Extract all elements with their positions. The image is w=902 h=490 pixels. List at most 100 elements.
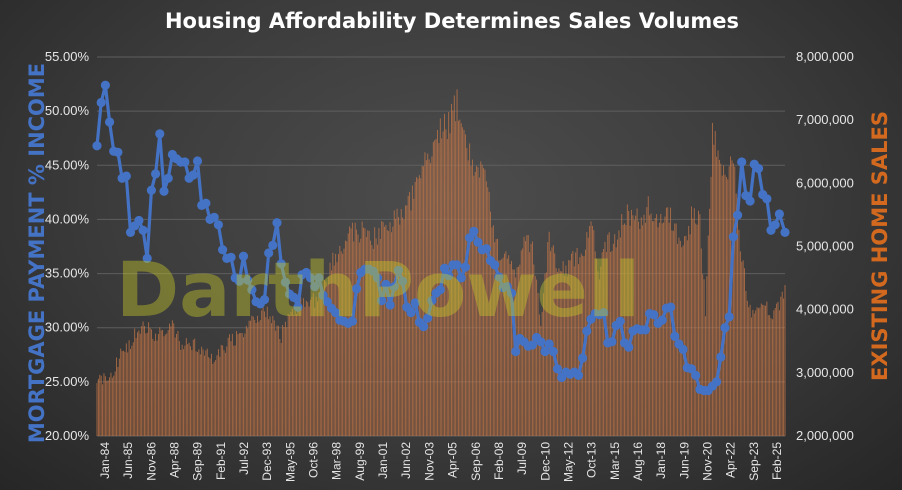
sales-bar	[483, 168, 485, 436]
sales-bar	[498, 260, 500, 436]
x-tick-label: Oct-13	[585, 442, 599, 478]
sales-bar	[265, 317, 267, 436]
sales-bar	[653, 221, 655, 436]
x-tick-label: Apr-05	[446, 442, 460, 478]
x-tick-label: May-12	[561, 442, 575, 482]
affordability-point	[113, 147, 123, 157]
sales-bar	[598, 279, 600, 436]
sales-bar	[668, 222, 670, 436]
sales-bar	[709, 208, 711, 436]
sales-bar	[509, 264, 511, 436]
sales-bar	[127, 352, 129, 436]
sales-bar	[243, 337, 244, 436]
affordability-point	[762, 194, 772, 204]
sales-bar	[142, 321, 144, 436]
affordability-point	[372, 273, 383, 283]
sales-bar	[389, 222, 391, 436]
affordability-point	[406, 308, 416, 318]
sales-bar	[191, 350, 193, 436]
sales-bar	[619, 237, 621, 436]
sales-bar	[159, 327, 161, 436]
affordability-point	[536, 337, 546, 347]
sales-bar	[275, 330, 277, 436]
sales-bar	[421, 165, 423, 436]
sales-bar	[742, 260, 744, 436]
x-tick-label: Feb-91	[214, 442, 228, 480]
affordability-point	[649, 310, 659, 320]
sales-bar	[335, 253, 337, 436]
affordability-point	[439, 263, 450, 273]
sales-bar	[582, 255, 584, 436]
sales-bar	[593, 230, 595, 436]
sales-bar	[217, 349, 219, 436]
sales-bar	[128, 340, 130, 436]
sales-bar	[734, 166, 736, 437]
sales-bar	[491, 227, 493, 436]
left-tick-label: 40.00%	[45, 211, 90, 226]
sales-bar	[381, 221, 383, 436]
sales-bar	[354, 222, 356, 436]
sales-bar	[783, 298, 785, 436]
sales-bar	[705, 316, 706, 436]
sales-bar	[371, 244, 373, 436]
x-tick-label: Jul-92	[237, 442, 251, 475]
sales-bar	[591, 225, 593, 436]
x-tick-label: Nov-03	[422, 442, 436, 481]
sales-bar	[604, 241, 606, 436]
affordability-point	[163, 173, 173, 183]
sales-bar	[780, 296, 782, 436]
sales-bar	[333, 265, 335, 436]
sales-bar	[293, 314, 295, 436]
sales-bar	[329, 262, 331, 436]
sales-bar	[233, 345, 235, 436]
sales-bar	[397, 217, 399, 436]
sales-bar	[183, 349, 184, 436]
left-tick-label: 20.00%	[45, 428, 90, 443]
sales-bar	[304, 306, 306, 436]
sales-bar	[469, 143, 471, 437]
sales-bar	[113, 375, 115, 436]
affordability-point	[234, 276, 244, 286]
sales-bar	[303, 298, 304, 436]
sales-bar	[282, 325, 284, 436]
affordability-point	[276, 259, 286, 269]
sales-bar	[231, 333, 233, 436]
affordability-point	[272, 218, 282, 228]
sales-bar	[146, 332, 148, 436]
affordability-point	[720, 323, 730, 333]
affordability-point	[544, 339, 554, 349]
sales-bar	[131, 345, 133, 436]
affordability-point	[188, 170, 198, 180]
affordability-point	[465, 233, 475, 243]
sales-bar	[480, 161, 482, 436]
sales-bar	[317, 301, 318, 436]
affordability-point	[686, 364, 697, 374]
sales-bar	[184, 345, 186, 436]
sales-bar	[543, 293, 545, 436]
sales-bar	[277, 325, 279, 436]
sales-bar	[536, 279, 538, 436]
affordability-point	[151, 169, 161, 179]
sales-bar	[631, 209, 632, 436]
sales-bar	[223, 350, 225, 436]
sales-bar	[424, 152, 426, 436]
sales-bar	[289, 315, 291, 436]
sales-bar	[566, 276, 568, 436]
sales-bar	[449, 133, 451, 436]
sales-bar	[107, 380, 109, 436]
affordability-point	[728, 232, 739, 242]
sales-bar	[504, 253, 505, 436]
affordability-point	[218, 245, 228, 255]
sales-bar	[370, 240, 371, 436]
affordability-point	[724, 312, 734, 322]
sales-bar	[527, 235, 529, 436]
sales-bar	[767, 315, 769, 436]
affordability-point	[733, 210, 743, 220]
affordability-point	[180, 157, 190, 167]
sales-bar	[445, 129, 447, 436]
sales-bar	[501, 259, 503, 436]
sales-bar	[374, 227, 376, 436]
sales-bar	[474, 171, 476, 436]
affordability-point	[259, 295, 270, 305]
sales-bar	[351, 222, 353, 436]
